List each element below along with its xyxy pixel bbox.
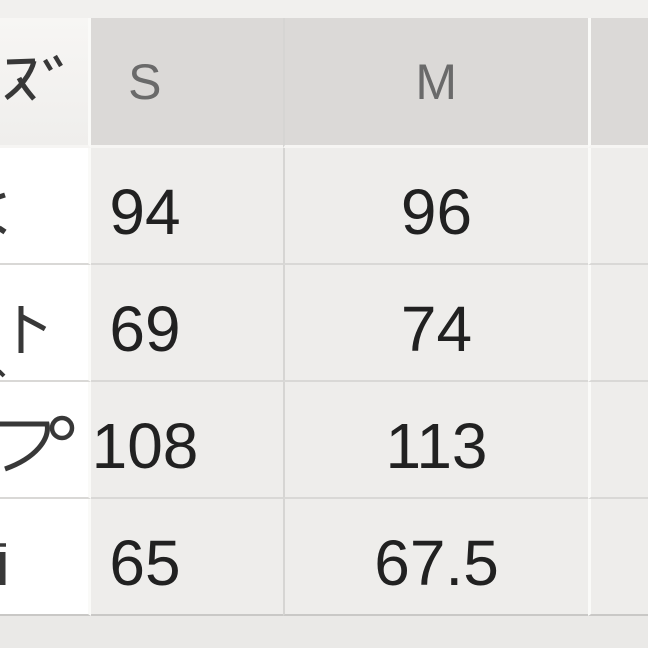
- size-chart-table: S M 94 96 69 74: [0, 18, 648, 616]
- value-cell-m: 113: [283, 382, 588, 499]
- kanji-fragment-icon: [0, 192, 7, 235]
- value-cell-s: 69: [91, 265, 283, 382]
- column-header-cropped: [588, 18, 648, 148]
- value-cell-s: 108: [91, 382, 283, 499]
- corner-header-size-cell: [0, 18, 91, 148]
- value-cell-m: 96: [283, 148, 588, 265]
- value-cell-cropped: [588, 382, 648, 499]
- value-cell-cropped: [588, 499, 648, 616]
- column-header-s: S: [91, 18, 283, 148]
- column-header-m: M: [283, 18, 588, 148]
- kana-to-fragment-icon: [0, 306, 47, 378]
- page-background-bottom: [0, 616, 648, 648]
- value-cell-cropped: [588, 148, 648, 265]
- row-label-cell: [0, 499, 91, 616]
- row-label-cell: [0, 265, 91, 382]
- value-cell-m: 74: [283, 265, 588, 382]
- size-kana-fragment-icon: [4, 54, 63, 101]
- row-label-cell: [0, 382, 91, 499]
- value-cell-cropped: [588, 265, 648, 382]
- value-cell-s: 65: [91, 499, 283, 616]
- row-label-cell: [0, 148, 91, 265]
- kanji-fragment-icon: [0, 543, 6, 585]
- value-cell-m: 67.5: [283, 499, 588, 616]
- value-cell-s: 94: [91, 148, 283, 265]
- kana-pu-fragment-icon: [0, 415, 75, 472]
